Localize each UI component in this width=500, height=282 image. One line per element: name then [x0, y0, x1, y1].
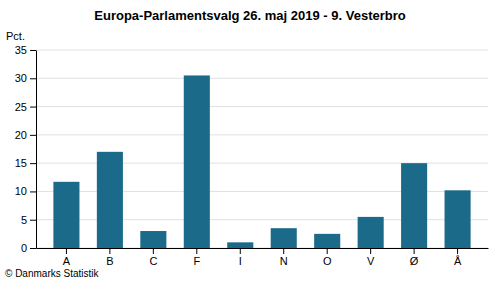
y-axis: 0 5 10 15 20 25 30 35 [15, 44, 37, 254]
x-tick-mark [240, 248, 241, 254]
title: Europa-Parlamentsvalg 26. maj 2019 - 9. … [94, 8, 405, 23]
y-tick: 30 [15, 72, 36, 84]
y-tick: 0 [21, 242, 36, 254]
x-tick-label: V [367, 255, 375, 267]
x-tick: Å [454, 248, 462, 267]
bar [97, 152, 123, 248]
bar [358, 217, 384, 248]
bar [401, 163, 427, 248]
y-tick-label: 25 [15, 101, 27, 113]
y-tick: 20 [15, 129, 36, 141]
grid-line [36, 78, 488, 79]
y-tick-mark [30, 78, 36, 79]
y-tick: 5 [21, 214, 36, 226]
plot-area: 0 5 10 15 20 25 30 35 A B C F I N O V Ø Å [15, 44, 489, 267]
x-tick-mark [414, 248, 415, 254]
y-tick-mark [30, 107, 36, 108]
y-tick-mark [30, 248, 36, 249]
x-tick-mark [153, 248, 154, 254]
y-axis-label: Pct. [6, 30, 25, 42]
y-tick-label: 0 [21, 242, 27, 254]
x-tick-label: O [323, 255, 332, 267]
x-tick-label: A [63, 255, 71, 267]
y-tick-label: 30 [15, 72, 27, 84]
x-tick-label: C [149, 255, 157, 267]
x-tick: I [239, 248, 242, 267]
y-tick-label: 35 [15, 44, 27, 56]
x-tick-mark [370, 248, 371, 254]
bar [445, 190, 471, 248]
x-tick-mark [327, 248, 328, 254]
bar [53, 182, 79, 248]
grid-line [36, 106, 488, 107]
y-tick-label: 20 [15, 129, 27, 141]
x-tick-label: I [239, 255, 242, 267]
chart-container: Europa-Parlamentsvalg 26. maj 2019 - 9. … [0, 0, 500, 282]
x-tick: O [323, 248, 332, 267]
footer: © Danmarks Statistik [5, 268, 100, 279]
y-tick-mark [30, 191, 36, 192]
bar [314, 234, 340, 248]
x-tick: Ø [410, 248, 419, 267]
x-tick: A [63, 248, 71, 267]
grid [36, 50, 488, 248]
x-tick: C [149, 248, 157, 267]
x-tick-label: B [106, 255, 113, 267]
y-tick: 10 [15, 185, 36, 197]
x-axis: ABCFINOVØÅ [37, 248, 489, 267]
bar [227, 242, 253, 248]
y-axis-line [36, 51, 37, 249]
y-tick-mark [30, 163, 36, 164]
grid-line [36, 50, 488, 51]
y-tick: 25 [15, 101, 36, 113]
x-tick: B [106, 248, 113, 267]
x-tick-label: Å [454, 255, 462, 267]
y-tick-label: 15 [15, 157, 27, 169]
bar [184, 75, 210, 248]
x-axis-line [37, 248, 489, 249]
bar [140, 231, 166, 248]
y-tick-mark [30, 50, 36, 51]
y-tick-mark [30, 135, 36, 136]
x-tick-mark [196, 248, 197, 254]
x-tick-label: N [280, 255, 288, 267]
x-tick: F [193, 248, 200, 267]
x-tick: V [367, 248, 375, 267]
grid-line [36, 134, 488, 135]
y-tick: 35 [15, 44, 36, 56]
y-tick-label: 10 [15, 185, 27, 197]
x-tick-label: Ø [410, 255, 419, 267]
y-tick: 15 [15, 157, 36, 169]
bars [53, 75, 470, 248]
x-tick-mark [457, 248, 458, 254]
x-tick-label: F [193, 255, 200, 267]
bar [271, 228, 297, 248]
x-tick-mark [66, 248, 67, 254]
x-tick-mark [283, 248, 284, 254]
y-tick-mark [30, 220, 36, 221]
y-tick-label: 5 [21, 214, 27, 226]
chart-svg: Europa-Parlamentsvalg 26. maj 2019 - 9. … [0, 0, 500, 282]
x-tick: N [280, 248, 288, 267]
x-tick-mark [109, 248, 110, 254]
